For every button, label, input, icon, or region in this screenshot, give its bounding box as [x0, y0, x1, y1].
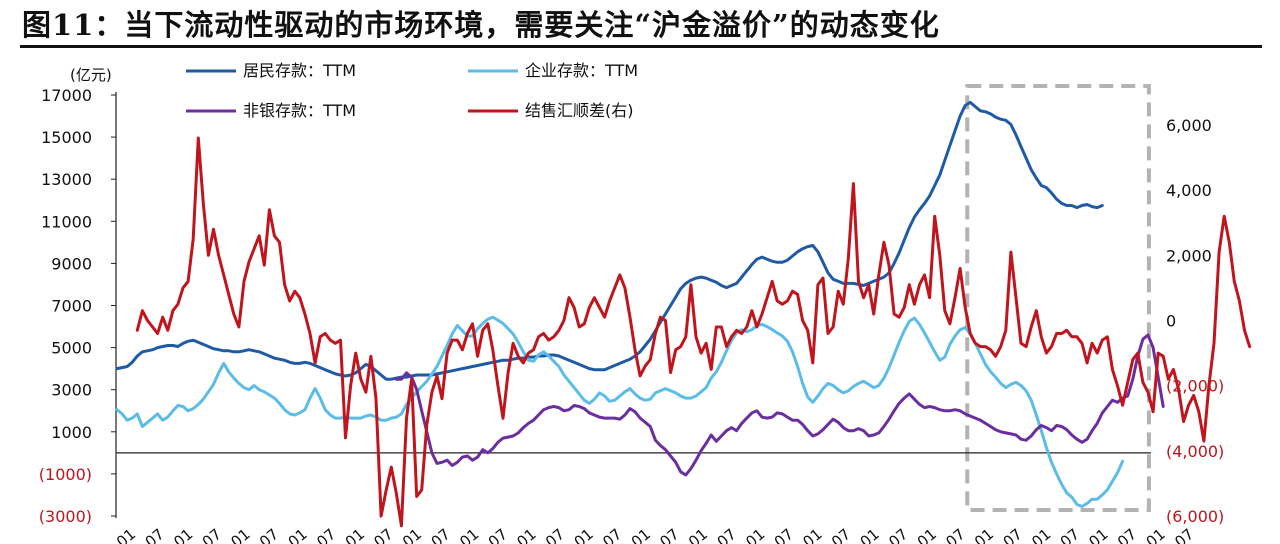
left-tick-label: 11000 — [41, 212, 92, 231]
left-tick-label: 3000 — [51, 381, 92, 400]
x-tick-label: 01 — [971, 525, 997, 544]
x-tick-label: 07 — [656, 525, 682, 544]
highlight-box — [965, 84, 1151, 512]
x-tick-label: 07 — [599, 525, 625, 544]
x-tick-label: 01 — [285, 525, 311, 544]
x-tick-label: 07 — [828, 525, 854, 544]
x-tick-label: 07 — [199, 525, 225, 544]
x-tick-label: 07 — [142, 525, 168, 544]
x-tick-label: 07 — [485, 525, 511, 544]
right-tick-label: (4,000) — [1166, 442, 1224, 461]
legend-label: 结售汇顺差(右) — [525, 101, 634, 120]
right-tick-label: 4,000 — [1166, 181, 1212, 200]
x-tick-label: 01 — [628, 525, 654, 544]
right-tick-label: 2,000 — [1166, 246, 1212, 265]
series-line — [135, 136, 1252, 528]
x-tick-label: 01 — [227, 525, 253, 544]
legend-label: 非银存款：TTM — [243, 101, 356, 120]
x-tick-label: 01 — [857, 525, 883, 544]
x-tick-label: 01 — [1143, 525, 1169, 544]
x-tick-label: 07 — [370, 525, 396, 544]
x-tick-label: 01 — [513, 525, 539, 544]
x-tick-label: 07 — [1057, 525, 1083, 544]
left-tick-label: 17000 — [41, 86, 92, 105]
x-tick-label: 01 — [456, 525, 482, 544]
x-tick-label: 01 — [799, 525, 825, 544]
figure-title: 图11：当下流动性驱动的市场环境，需要关注“沪金溢价”的动态变化 — [22, 8, 940, 42]
series-line — [115, 100, 1104, 381]
x-tick-label: 07 — [771, 525, 797, 544]
left-tick-label: (3000) — [39, 507, 92, 526]
left-tick-label: 13000 — [41, 170, 92, 189]
x-tick-label: 07 — [1171, 525, 1197, 544]
x-tick-label: 07 — [542, 525, 568, 544]
x-tick-label: 07 — [885, 525, 911, 544]
right-tick-label: 6,000 — [1166, 116, 1212, 135]
x-tick-label: 01 — [742, 525, 768, 544]
x-tick-label: 01 — [571, 525, 597, 544]
series-line — [115, 315, 1125, 508]
x-tick-label: 01 — [342, 525, 368, 544]
x-tick-label: 01 — [1085, 525, 1111, 544]
x-tick-label: 07 — [256, 525, 282, 544]
x-tick-label: 01 — [1028, 525, 1054, 544]
x-tick-label: 01 — [113, 525, 139, 544]
x-tick-label: 07 — [942, 525, 968, 544]
left-tick-label: 15000 — [41, 128, 92, 147]
left-tick-label: 7000 — [51, 297, 92, 316]
x-tick-label: 07 — [428, 525, 454, 544]
left-axis-unit: (亿元) — [70, 66, 112, 84]
x-tick-label: 07 — [1000, 525, 1026, 544]
x-tick-label: 07 — [714, 525, 740, 544]
x-tick-label: 01 — [914, 525, 940, 544]
legend-label: 企业存款：TTM — [525, 61, 638, 80]
left-tick-label: 1000 — [51, 423, 92, 442]
x-tick-label: 07 — [1114, 525, 1140, 544]
right-tick-label: 0 — [1166, 312, 1176, 331]
series-line — [394, 333, 1165, 477]
x-tick-label: 07 — [313, 525, 339, 544]
left-tick-label: (1000) — [39, 465, 92, 484]
x-tick-label: 01 — [399, 525, 425, 544]
x-tick-label: 01 — [685, 525, 711, 544]
legend-label: 居民存款：TTM — [243, 61, 356, 80]
right-tick-label: (6,000) — [1166, 507, 1224, 526]
left-tick-label: 5000 — [51, 339, 92, 358]
left-tick-label: 9000 — [51, 254, 92, 273]
x-tick-label: 01 — [170, 525, 196, 544]
title-rule — [20, 45, 1262, 48]
